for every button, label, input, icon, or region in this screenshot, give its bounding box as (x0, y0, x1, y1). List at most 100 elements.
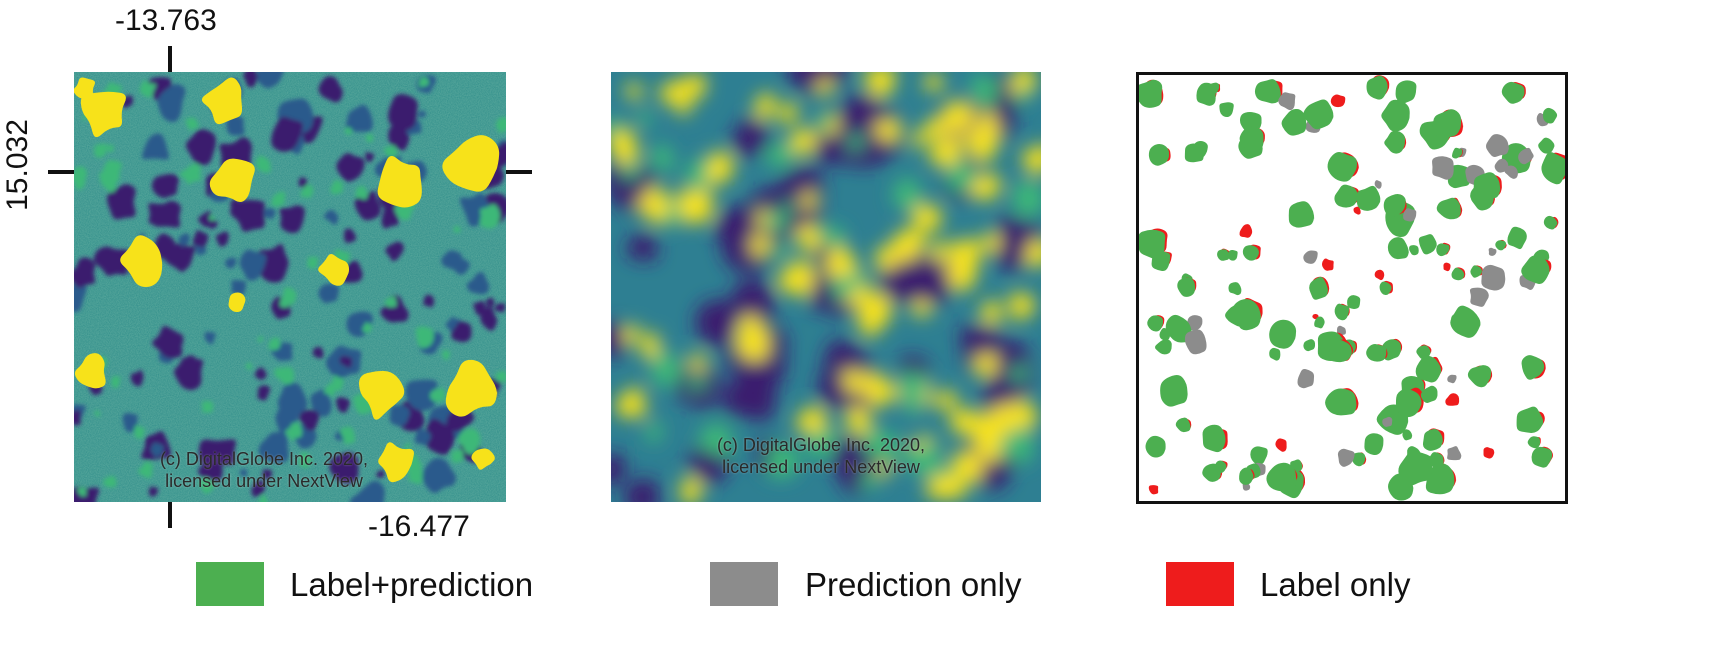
dark-patch (230, 199, 266, 232)
high-probability-area (876, 461, 892, 477)
dark-patch (185, 129, 217, 166)
label-prediction-region (1214, 460, 1227, 474)
high-probability-area (615, 385, 647, 418)
label-prediction-region (1208, 82, 1220, 94)
vegetation-patch (76, 486, 87, 497)
low-probability-area (611, 454, 626, 485)
high-probability-area (651, 144, 674, 172)
vegetation-patch (257, 335, 264, 343)
high-probability-area (931, 240, 949, 262)
label-prediction-region (1314, 316, 1325, 329)
label-prediction-region (1531, 446, 1553, 468)
label-only-region (1443, 262, 1451, 272)
high-probability-area (783, 200, 796, 216)
bright-feature (445, 359, 498, 417)
label-prediction-region (1177, 277, 1196, 297)
dark-patch (494, 303, 506, 313)
dark-patch (130, 369, 144, 387)
high-probability-area (863, 72, 895, 98)
vegetation-patch (384, 295, 397, 308)
prediction-only-region (1187, 315, 1203, 331)
dark-patch (339, 355, 353, 368)
high-probability-area (819, 226, 845, 249)
label-prediction-region (1347, 295, 1361, 309)
low-probability-area (623, 478, 660, 502)
high-probability-area (964, 122, 1000, 163)
comparison-map-panel (1136, 72, 1568, 504)
high-probability-area (635, 186, 669, 224)
high-probability-area (683, 74, 707, 99)
high-probability-area (973, 412, 993, 434)
high-probability-area (674, 187, 714, 225)
bright-feature (358, 370, 406, 420)
high-probability-area (1009, 72, 1039, 97)
dark-patch (151, 173, 180, 198)
high-probability-area (795, 223, 821, 252)
label-prediction-region (1231, 299, 1262, 331)
high-probability-area (796, 406, 828, 438)
high-probability-area (903, 393, 923, 415)
high-probability-area (777, 102, 798, 124)
label-prediction-region (1175, 417, 1191, 433)
label-prediction-region (1541, 152, 1565, 185)
high-probability-area (874, 245, 902, 272)
dark-patch (466, 272, 490, 295)
vegetation-patch (418, 77, 429, 87)
label-prediction-region (1473, 172, 1501, 201)
high-probability-area (979, 232, 1001, 254)
vegetation-patch (458, 428, 481, 455)
dark-patch (93, 246, 129, 276)
label-prediction-region (1239, 467, 1254, 485)
dark-patch (451, 321, 472, 343)
legend-label-label-only: Label only (1260, 566, 1411, 603)
vegetation-patch (298, 452, 313, 469)
vegetation-patch (94, 410, 100, 417)
dark-patch (255, 72, 284, 89)
prediction-only-region (1374, 180, 1382, 189)
high-probability-area (950, 407, 980, 437)
label-prediction-region (1398, 451, 1433, 486)
label-prediction-region (1542, 107, 1558, 124)
label-prediction-region (1147, 315, 1164, 332)
label-prediction-region (1395, 80, 1417, 104)
label-prediction-region (1495, 240, 1507, 251)
high-probability-area (777, 259, 815, 298)
label-prediction-region (1242, 245, 1260, 261)
label-prediction-region (1415, 355, 1442, 383)
dark-patch (405, 379, 438, 411)
high-probability-area (952, 451, 983, 483)
left-tick (48, 170, 74, 174)
high-probability-area (637, 110, 652, 128)
high-probability-area (970, 74, 1001, 111)
label-prediction-region (1416, 345, 1431, 360)
label-prediction-region (1154, 339, 1172, 355)
label-prediction-region (1303, 99, 1334, 130)
prediction-only-region (1432, 156, 1454, 180)
high-probability-area (874, 119, 901, 142)
dark-patch (209, 219, 218, 230)
dark-patch (336, 397, 351, 413)
high-probability-area (623, 325, 640, 345)
dark-patch (231, 280, 247, 296)
label-prediction-region (1387, 237, 1409, 260)
label-prediction-region (1516, 406, 1544, 433)
bright-feature (442, 135, 500, 192)
high-probability-area (929, 136, 960, 167)
label-prediction-region (1228, 249, 1238, 261)
vegetation-patch (103, 475, 117, 488)
label-prediction-region (1395, 388, 1423, 418)
dark-patch (441, 250, 463, 271)
prediction-only-region (1518, 147, 1535, 165)
high-probability-area (641, 332, 660, 359)
label-only-region (1321, 258, 1334, 271)
prediction-only-region (1488, 247, 1497, 256)
high-probability-area (910, 299, 932, 318)
nir-image-panel: (c) DigitalGlobe Inc. 2020, licensed und… (74, 72, 506, 502)
dark-patch (198, 211, 214, 228)
dark-patch (262, 469, 273, 480)
dark-patch (473, 300, 486, 316)
vegetation-patch (300, 184, 314, 199)
label-prediction-region (1228, 282, 1242, 296)
dark-patch (381, 205, 399, 229)
label-prediction-region (1409, 245, 1419, 256)
